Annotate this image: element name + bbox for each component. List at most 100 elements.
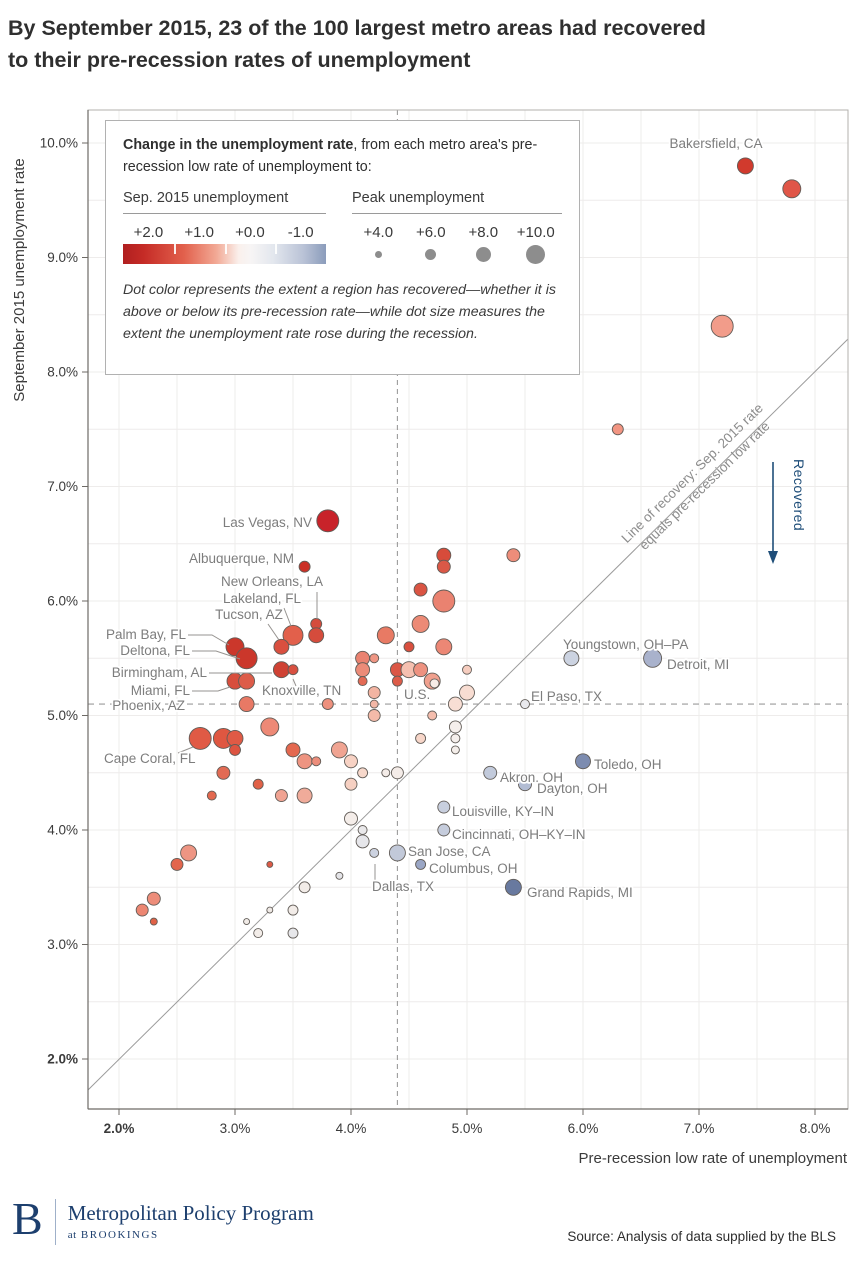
y-tick-label: 9.0% <box>47 250 78 265</box>
scatter-chart: Line of recovery: Sep. 2015 rateequals p… <box>0 100 850 1175</box>
data-point <box>149 917 158 926</box>
us-label: U.S. <box>404 687 430 702</box>
data-point <box>390 766 404 780</box>
size-legend-dots <box>352 244 562 264</box>
data-point <box>335 871 344 880</box>
data-point <box>448 720 462 734</box>
label-leader-line <box>192 686 231 692</box>
data-point <box>344 777 358 791</box>
data-point <box>436 559 451 574</box>
metro-label: Knoxville, TN <box>262 683 341 698</box>
data-point <box>344 754 358 769</box>
metro-label: Palm Bay, FL <box>106 627 187 642</box>
label-leader-line <box>192 650 241 660</box>
legend-note: Dot color represents the extent a region… <box>123 282 556 343</box>
metro-label: Youngstown, OH–PA <box>563 637 688 652</box>
point-labels: U.S. Bakersfield, CA Las Vegas, NV Albuquer… <box>102 134 764 902</box>
data-point <box>369 653 380 664</box>
data-point <box>483 765 498 780</box>
metro-label: Detroit, MI <box>667 657 729 672</box>
data-point <box>563 650 580 667</box>
x-tick-label: 2.0% <box>104 1121 135 1136</box>
data-point <box>206 790 217 801</box>
data-point <box>357 825 368 835</box>
data-point <box>287 927 299 939</box>
data-point <box>415 858 427 870</box>
metro-label: New Orleans, LA <box>221 574 323 589</box>
data-point <box>260 717 280 737</box>
label-leader-line <box>283 607 292 627</box>
label-leader-line <box>292 678 297 687</box>
data-point <box>229 743 241 756</box>
color-gradient-bar <box>123 244 327 265</box>
data-point <box>238 672 256 690</box>
metro-label: Las Vegas, NV <box>223 515 312 530</box>
metro-label: Lakeland, FL <box>223 591 302 606</box>
data-point <box>447 696 463 712</box>
data-point <box>355 834 370 849</box>
size-tick: +6.0 <box>415 224 446 242</box>
label-leader-line <box>177 746 194 754</box>
size-dot-xlarge <box>526 244 546 264</box>
program-name: Metropolitan Policy Program <box>67 1201 314 1225</box>
axes: 2.0% 3.0% 4.0% 5.0% 6.0% 7.0% 8.0% 2.0% 3.0% 4.0%… <box>40 109 849 1136</box>
color-legend-header: Sep. 2015 unemployment <box>123 190 327 215</box>
footer: B Metropolitan Policy Program at BROOKIN… <box>0 1175 850 1267</box>
y-tick-label: 2.0% <box>47 1052 78 1067</box>
title-line-2: to their pre-recession rates of unemploy… <box>8 48 471 73</box>
data-point <box>611 423 624 436</box>
label-leader-line <box>188 634 230 646</box>
color-tick: +2.0 <box>133 224 164 242</box>
metro-label: Miami, FL <box>131 683 191 698</box>
color-legend-ticks: +2.0 +1.0 +0.0 -1.0 <box>123 224 326 241</box>
data-point <box>415 732 427 744</box>
data-point <box>782 179 802 199</box>
x-tick-label: 8.0% <box>800 1121 831 1136</box>
metro-label: Toledo, OH <box>594 757 662 772</box>
metro-label: Akron, OH <box>500 770 563 785</box>
data-point <box>287 664 299 676</box>
data-point <box>413 582 428 597</box>
data-point <box>643 648 663 668</box>
legend-intro: Change in the unemployment rate, from ea… <box>123 134 562 178</box>
metro-label: Phoenix, AZ <box>112 698 185 713</box>
data-point <box>506 548 521 563</box>
brookings-b-mark: B <box>12 1193 43 1244</box>
color-tick: +1.0 <box>184 224 214 242</box>
recovered-arrowhead <box>768 551 778 564</box>
data-point <box>736 157 754 175</box>
data-point <box>575 753 591 770</box>
data-point <box>357 676 368 687</box>
data-point <box>273 638 290 655</box>
recovery-line <box>87 338 849 1091</box>
size-tick: +10.0 <box>516 224 555 242</box>
data-point <box>285 742 301 758</box>
data-point <box>450 733 461 744</box>
size-dot-medium <box>425 248 437 260</box>
data-point <box>252 778 264 790</box>
data-point <box>308 627 325 644</box>
data-point <box>180 844 198 862</box>
y-tick-label: 3.0% <box>47 937 78 952</box>
x-tick-label: 6.0% <box>568 1121 599 1136</box>
size-legend-header: Peak unemployment <box>352 190 562 215</box>
data-point <box>435 638 453 656</box>
legend-intro-bold: Change in the unemployment rate <box>123 137 354 153</box>
data-point <box>330 741 348 759</box>
label-leader-line <box>267 623 280 641</box>
data-point <box>274 789 288 803</box>
y-tick-label: 10.0% <box>40 136 78 151</box>
recovery-line-label: Line of recovery: Sep. 2015 rateequals p… <box>618 400 778 558</box>
data-point <box>429 678 440 689</box>
x-tick-label: 7.0% <box>684 1121 715 1136</box>
data-points <box>135 157 802 939</box>
metro-label: Grand Rapids, MI <box>527 885 633 900</box>
data-point <box>450 745 460 755</box>
data-point <box>459 684 475 701</box>
metro-label: Cincinnati, OH–KY–IN <box>452 827 586 842</box>
data-point <box>367 709 381 722</box>
data-point <box>287 904 299 916</box>
x-axis-title: Pre-recession low rate of unemployment <box>579 1150 848 1167</box>
data-point <box>427 710 438 721</box>
data-point <box>504 878 522 896</box>
